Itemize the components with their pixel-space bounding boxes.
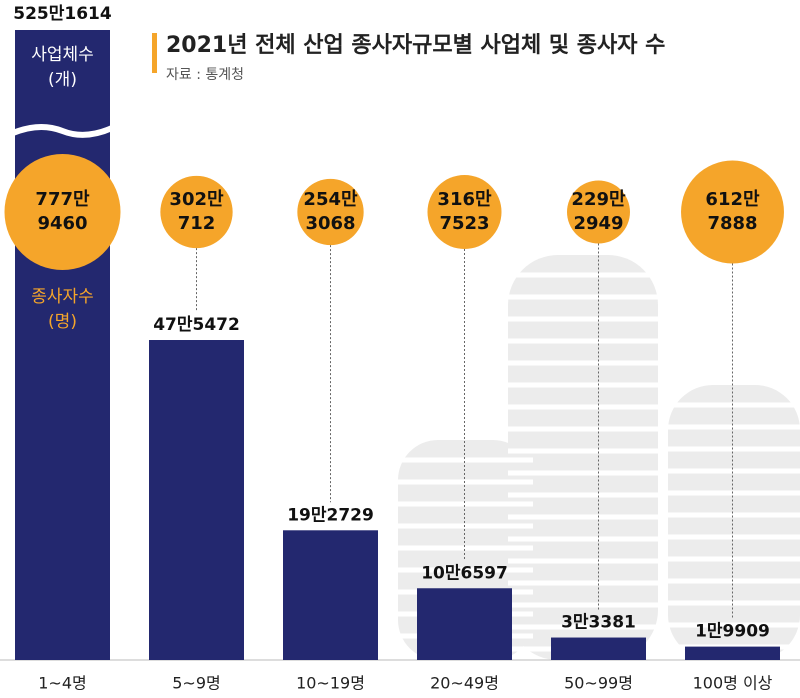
bar: [685, 646, 780, 660]
bar-value-label: 19만2729: [287, 505, 374, 525]
bar-value-label: 525만1614: [13, 4, 112, 24]
circle-value-label: 2949: [573, 213, 623, 234]
worker-circle: [160, 175, 233, 249]
bar: [283, 530, 378, 660]
worker-circle: [427, 174, 502, 250]
bar-value-label: 1만9909: [695, 622, 770, 642]
building: [668, 385, 800, 660]
circle-value-label: 316만: [437, 189, 492, 210]
circle-value-label: 777만: [35, 189, 90, 210]
circle-value-label: 712: [178, 213, 216, 234]
series-unit: (개): [48, 70, 77, 90]
circle-value-label: 229만: [571, 189, 626, 210]
title-accent: [152, 33, 157, 73]
series-name: 사업체수: [31, 45, 94, 65]
bar-value-label: 3만3381: [561, 613, 636, 633]
circle-value-label: 7888: [707, 213, 757, 234]
bar: [15, 30, 110, 660]
series-name: 종사자수: [31, 287, 94, 307]
chart-title: 2021년 전체 산업 종사자규모별 사업체 및 종사자 수: [166, 33, 665, 58]
x-tick-label: 50~99명: [564, 674, 633, 693]
bar: [149, 340, 244, 660]
x-tick-label: 100명 이상: [693, 674, 773, 693]
series-unit: (명): [48, 312, 77, 332]
circle-value-label: 3068: [305, 213, 355, 234]
bar-value-label: 10만6597: [421, 563, 508, 583]
bar: [417, 588, 512, 660]
circle-value-label: 254만: [303, 189, 358, 210]
bar-value-label: 47만5472: [153, 315, 240, 335]
worker-circle: [4, 154, 121, 270]
worker-circle: [297, 178, 364, 246]
x-tick-label: 1~4명: [38, 674, 87, 693]
bar: [551, 637, 646, 660]
circle-value-label: 612만: [705, 189, 760, 210]
x-tick-label: 20~49명: [430, 674, 499, 693]
x-tick-label: 10~19명: [296, 674, 365, 693]
worker-circle: [567, 180, 630, 244]
x-tick-label: 5~9명: [172, 674, 221, 693]
circle-value-label: 302만: [169, 189, 224, 210]
circle-value-label: 7523: [439, 213, 489, 234]
source: 자료 : 통계청: [166, 67, 244, 83]
circle-value-label: 9460: [37, 213, 87, 234]
worker-circle: [681, 160, 784, 264]
axis-break: [11, 124, 114, 138]
